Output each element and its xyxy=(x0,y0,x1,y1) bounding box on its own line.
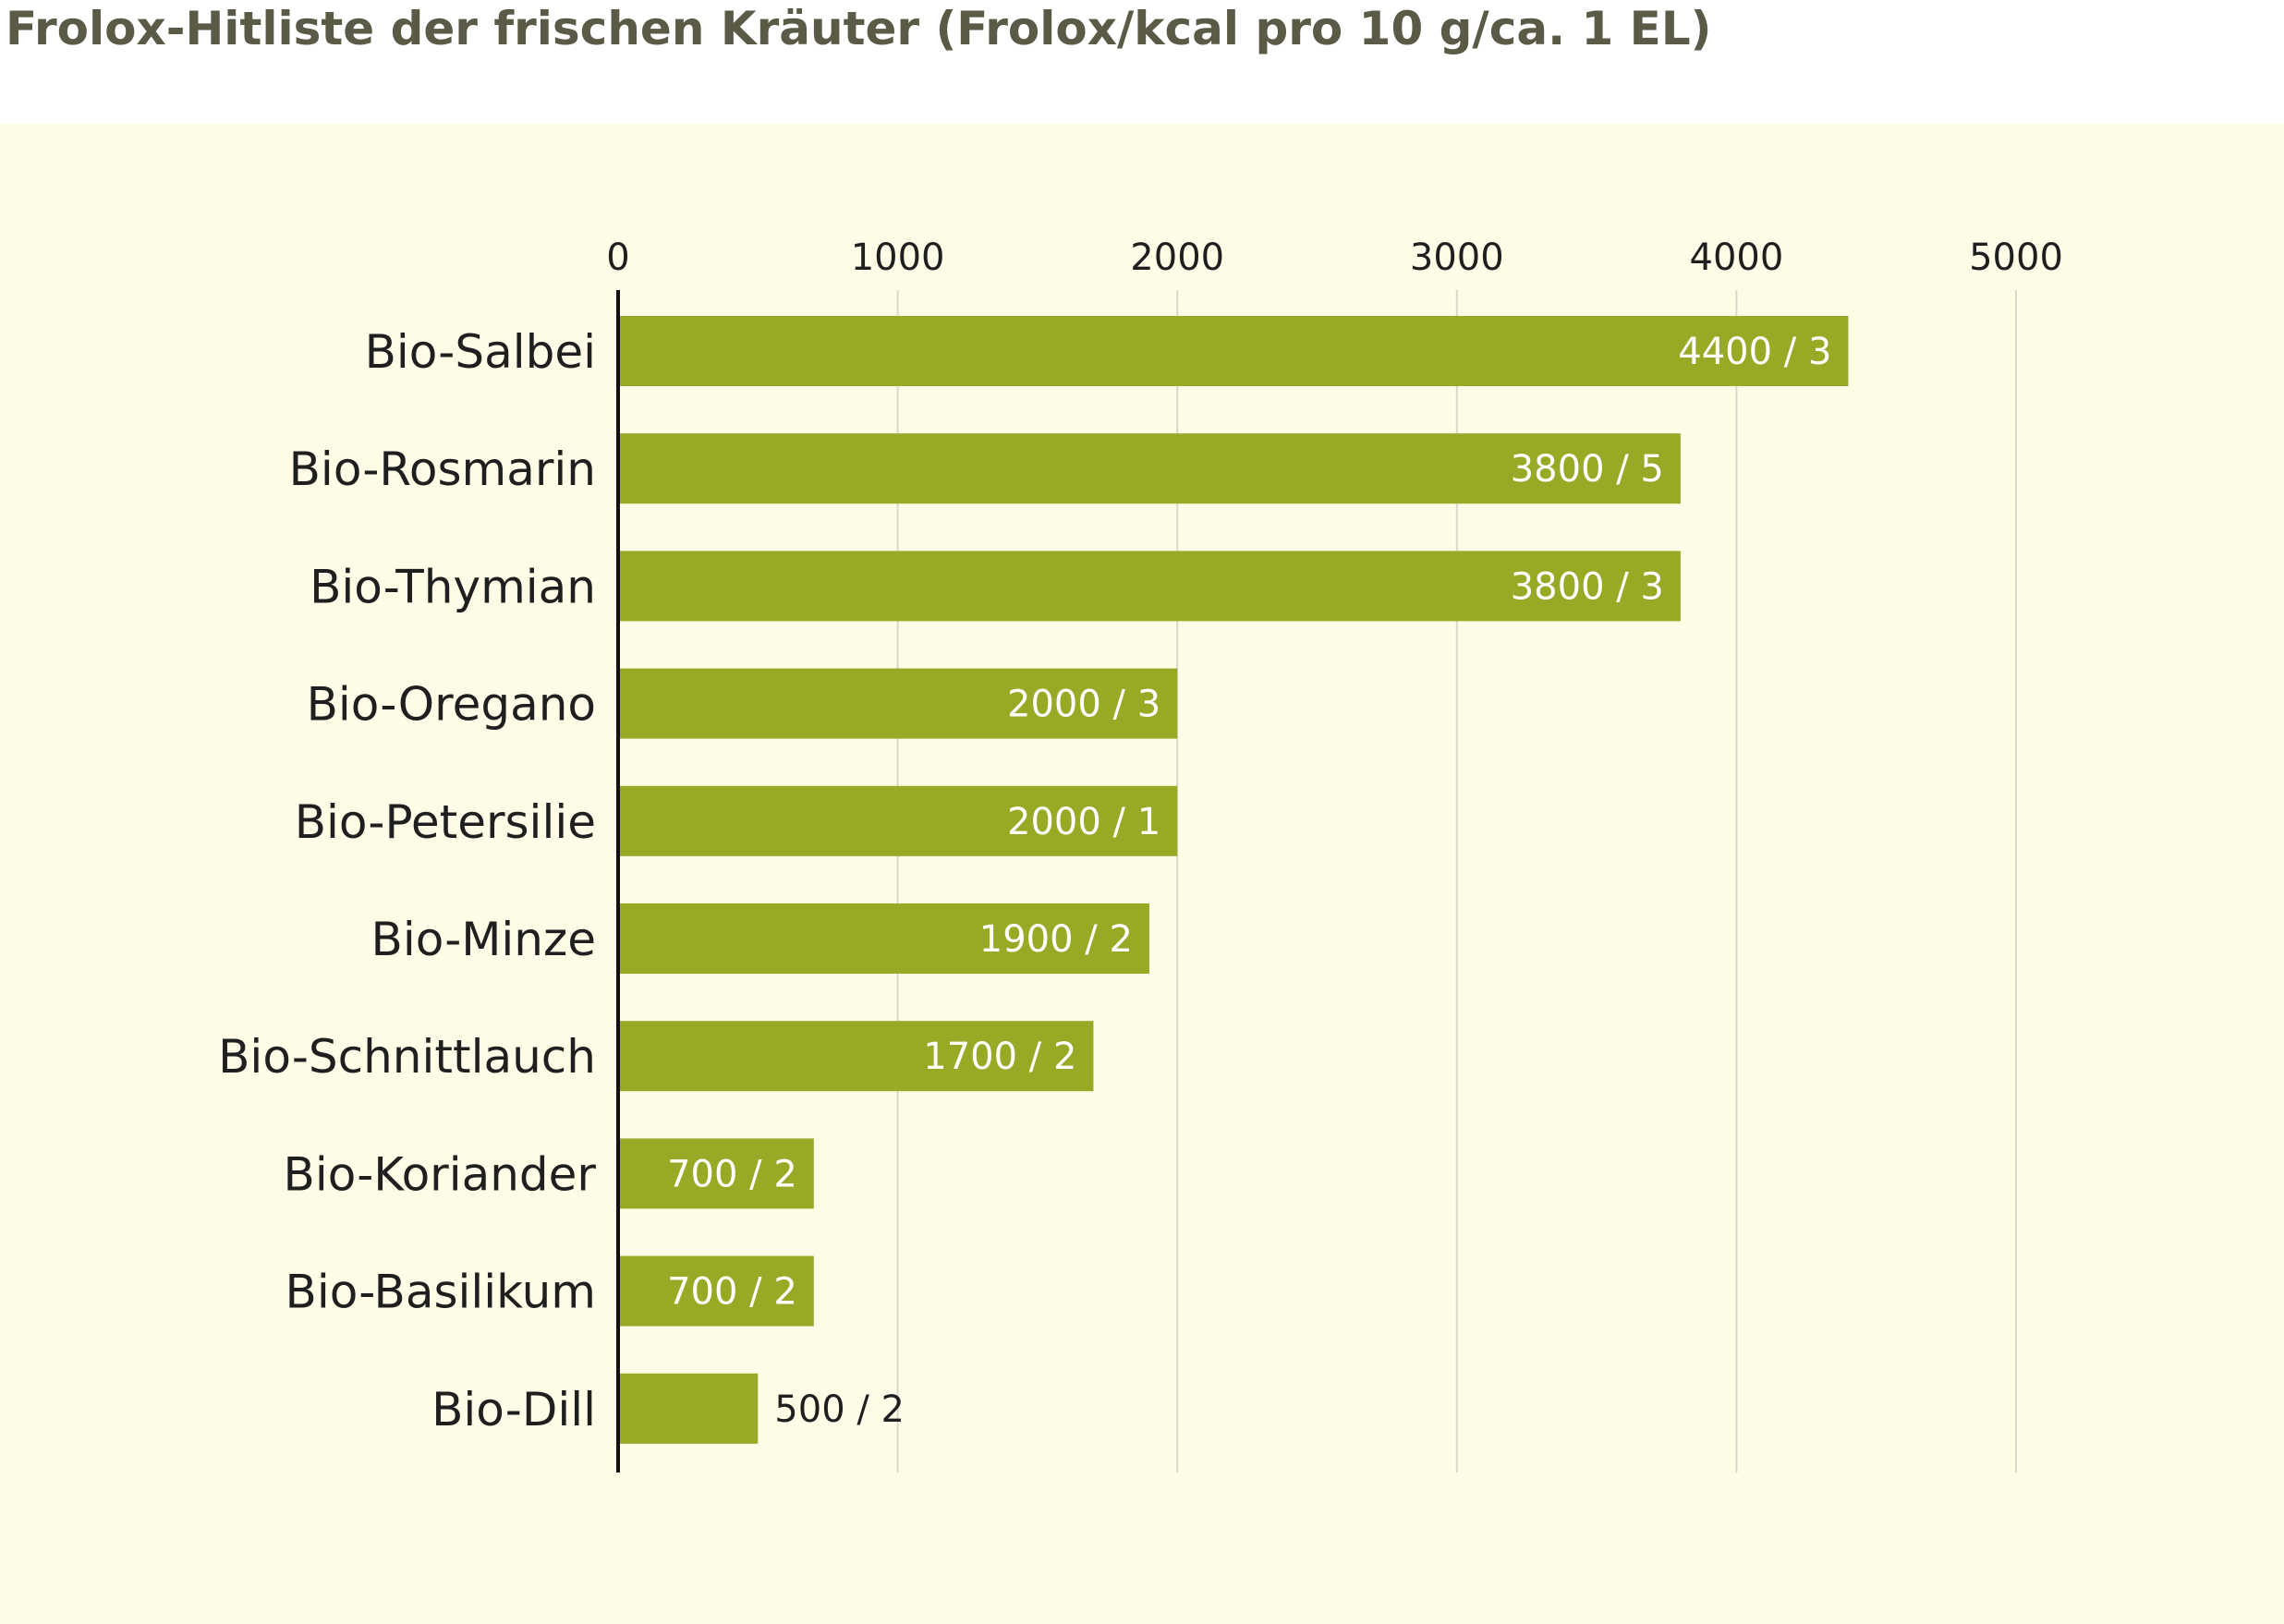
data-label: 700 / 2 xyxy=(667,1153,797,1195)
category-label: Bio-Koriander xyxy=(284,1147,597,1201)
data-label: 3800 / 5 xyxy=(1511,448,1664,491)
bar xyxy=(618,1255,814,1327)
data-label: 3800 / 3 xyxy=(1511,565,1664,608)
data-label: 1900 / 2 xyxy=(979,918,1133,961)
category-label: Bio-Oregano xyxy=(307,678,596,732)
bar-chart: 0 1000 2000 3000 4000 5000 Bio-Salbei Bio-Rosm… xyxy=(218,236,2063,1473)
x-axis-ticks: 0 1000 2000 3000 4000 5000 xyxy=(606,236,2063,279)
category-label: Bio-Dill xyxy=(431,1383,596,1436)
bar xyxy=(618,668,1178,739)
bars xyxy=(618,316,1849,1444)
bar xyxy=(618,785,1178,856)
data-label: 500 / 2 xyxy=(774,1388,905,1431)
category-label: Bio-Basilikum xyxy=(286,1266,596,1319)
x-tick-label: 3000 xyxy=(1410,236,1504,279)
category-label: Bio-Petersilie xyxy=(295,795,596,849)
x-tick-label: 2000 xyxy=(1130,236,1224,279)
data-labels: 4400 / 3 3800 / 5 3800 / 3 2000 / 3 2000 / 1… xyxy=(667,331,1831,1431)
bar xyxy=(618,1138,814,1209)
bar xyxy=(618,433,1681,504)
data-label: 4400 / 3 xyxy=(1678,331,1831,373)
data-label: 2000 / 1 xyxy=(1007,801,1160,843)
x-tick-label: 1000 xyxy=(851,236,945,279)
bar xyxy=(618,1021,1094,1092)
x-tick-label: 5000 xyxy=(1969,236,2063,279)
bar xyxy=(618,316,1849,386)
data-label: 700 / 2 xyxy=(667,1271,797,1314)
category-label: Bio-Thymian xyxy=(310,560,596,613)
chart-title: Frolox-Hitliste der frischen Kräuter (Fr… xyxy=(6,2,1712,55)
category-label: Bio-Minze xyxy=(371,913,596,966)
category-label: Bio-Rosmarin xyxy=(289,442,596,496)
category-label: Bio-Schnittlauch xyxy=(218,1030,596,1084)
bar xyxy=(618,551,1681,622)
data-label: 2000 / 3 xyxy=(1007,684,1160,726)
bar xyxy=(618,903,1149,974)
x-tick-label: 0 xyxy=(606,236,629,279)
category-label: Bio-Salbei xyxy=(365,325,596,379)
x-tick-label: 4000 xyxy=(1690,236,1784,279)
category-labels: Bio-Salbei Bio-Rosmarin Bio-Thymian Bio-Ore… xyxy=(218,325,596,1436)
chart-panel: 0 1000 2000 3000 4000 5000 Bio-Salbei Bio-Rosm… xyxy=(0,124,2284,1624)
bar xyxy=(618,1373,759,1444)
data-label: 1700 / 2 xyxy=(923,1036,1076,1078)
